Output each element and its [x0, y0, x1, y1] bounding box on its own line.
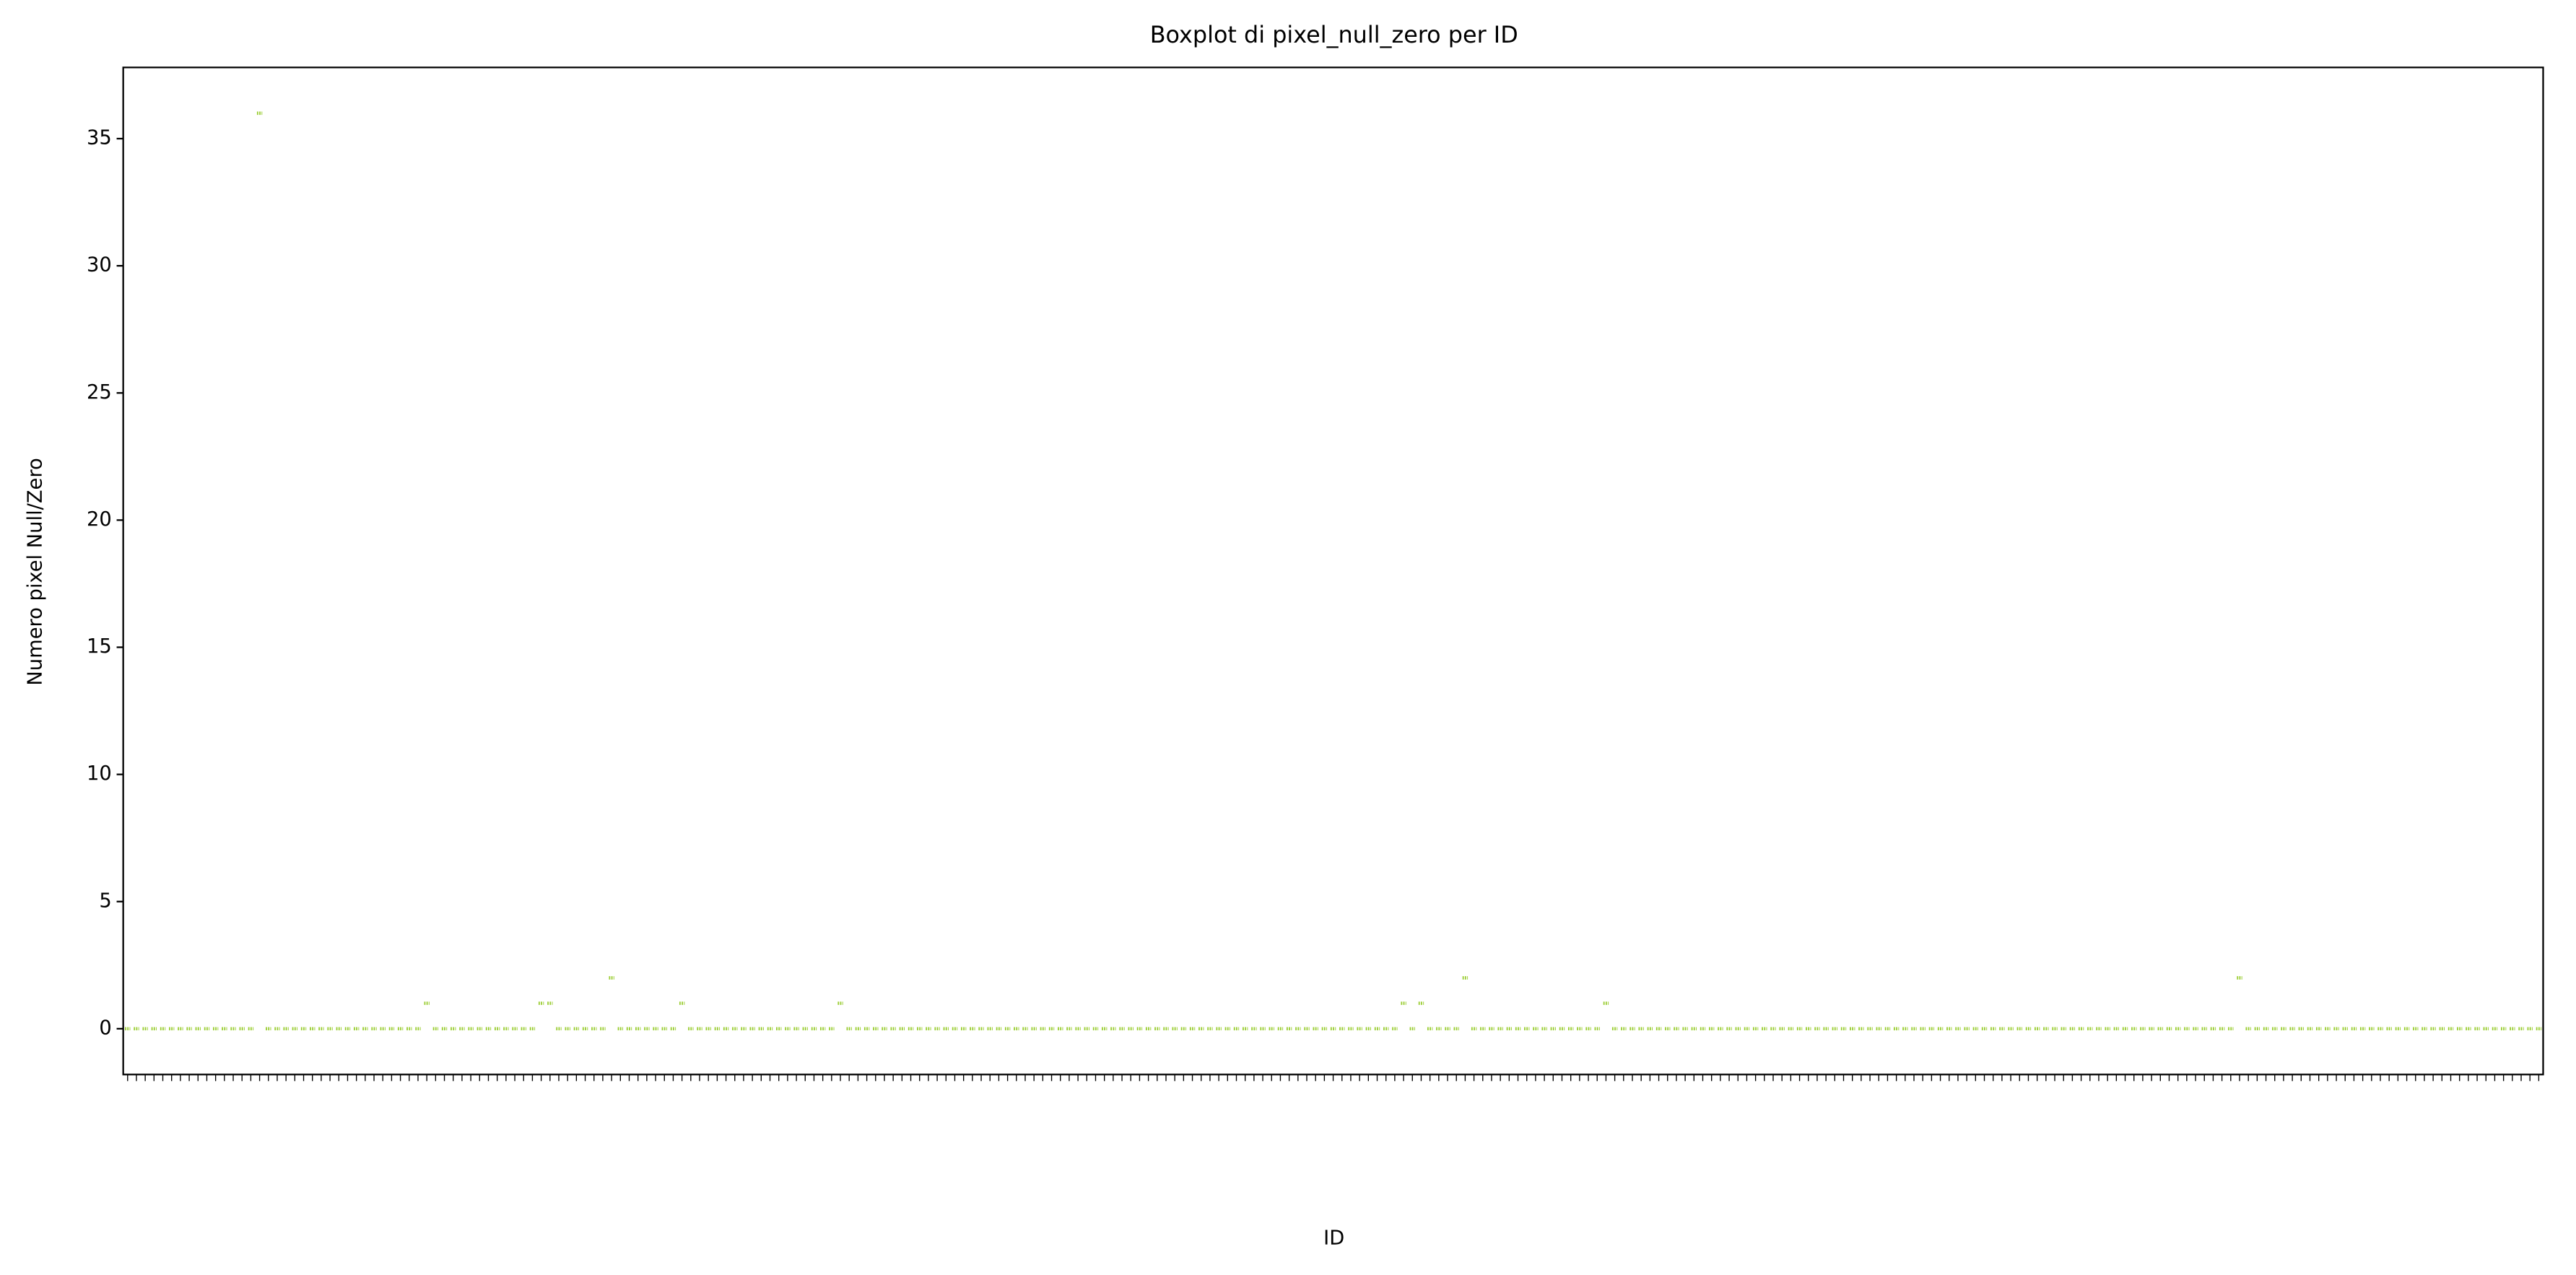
y-tick-label: 30: [87, 254, 112, 277]
y-tick-label: 35: [87, 127, 112, 149]
x-axis-label: ID: [1323, 1227, 1344, 1249]
y-tick-label: 0: [99, 1017, 111, 1039]
y-tick-label: 20: [87, 508, 112, 531]
chart-title: Boxplot di pixel_null_zero per ID: [1150, 21, 1518, 48]
y-tick-label: 15: [87, 635, 112, 658]
y-tick-label: 25: [87, 381, 112, 404]
y-tick-label: 10: [87, 762, 112, 785]
y-axis-label: Numero pixel Null/Zero: [25, 458, 47, 685]
y-tick-label: 5: [99, 889, 111, 912]
plot-frame: [122, 66, 2544, 1076]
